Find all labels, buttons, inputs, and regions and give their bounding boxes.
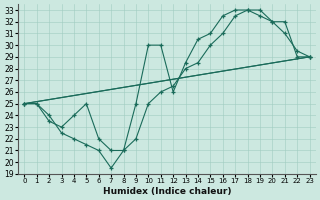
- X-axis label: Humidex (Indice chaleur): Humidex (Indice chaleur): [103, 187, 231, 196]
